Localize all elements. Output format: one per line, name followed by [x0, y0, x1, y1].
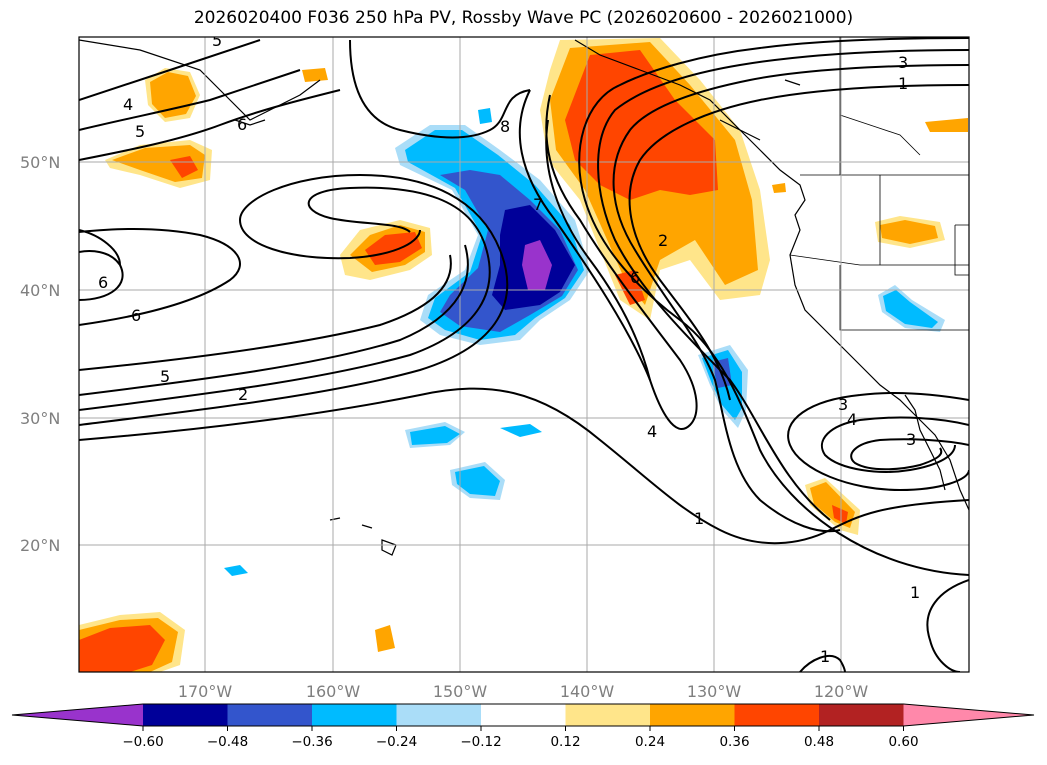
lat-label: 30°N [20, 409, 60, 428]
colorbar-tick-label: −0.36 [291, 734, 332, 750]
lat-label: 50°N [20, 153, 60, 172]
colorbar-segment [565, 704, 651, 726]
chart-title: 2026020400 F036 250 hPa PV, Rossby Wave … [193, 8, 854, 28]
colorbar-segment [734, 704, 820, 726]
colorbar-tick-label: −0.60 [122, 734, 163, 750]
colorbar-segment [396, 704, 482, 726]
colorbar-extension-high [903, 704, 1034, 726]
contour-label: 4 [647, 422, 657, 441]
contour-label: 5 [135, 122, 145, 141]
longitude-labels: 170°W 160°W 150°W 140°W 130°W 120°W [178, 682, 869, 701]
colorbar: −0.60 −0.48 −0.36 −0.24 −0.12 0.12 0.24 0.36 0.4… [11, 703, 1035, 750]
contour-label: 3 [906, 430, 916, 449]
contour-label: 2 [658, 231, 668, 250]
map-frame [78, 36, 970, 673]
asia-coast [79, 39, 321, 121]
political-borders [789, 37, 969, 331]
colorbar-tick-label: −0.24 [376, 734, 417, 750]
colorbar-tick-label: 0.24 [635, 734, 665, 750]
lat-label: 20°N [20, 536, 60, 555]
colorbar-segment [481, 704, 566, 726]
colorbar-segment [227, 704, 313, 726]
lon-label: 150°W [433, 682, 488, 701]
contour-label: 1 [820, 647, 830, 666]
colorbar-segment [650, 704, 735, 726]
colorbar-segment [312, 704, 397, 726]
colorbar-tick-label: −0.48 [207, 734, 248, 750]
contour-label: 6 [630, 268, 640, 287]
latitude-labels: 50°N 40°N 30°N 20°N [20, 153, 60, 555]
contour-label: 4 [123, 95, 133, 114]
colorbar-segment [143, 704, 228, 726]
colorbar-tick-label: 0.36 [719, 734, 749, 750]
lon-label: 170°W [178, 682, 233, 701]
contour-label: 1 [694, 509, 704, 528]
map-panel [79, 37, 969, 672]
contour-label: 8 [500, 117, 510, 136]
colorbar-extension-low [12, 704, 143, 726]
contour-label: 1 [910, 583, 920, 602]
contour-label: 5 [212, 31, 222, 50]
lon-label: 140°W [560, 682, 615, 701]
contour-label: 2 [238, 385, 248, 404]
contour-label: 3 [898, 53, 908, 72]
contour-label: 4 [847, 410, 857, 429]
colorbar-tick-label: −0.12 [460, 734, 501, 750]
contour-label: 6 [237, 115, 247, 134]
lon-label: 130°W [687, 682, 742, 701]
contour-label: 3 [838, 395, 848, 414]
contour-labels: 5 4 5 6 8 7 3 1 2 6 6 5 2 4 1 3 4 3 1 1 … [98, 31, 920, 666]
colorbar-tick-label: 0.12 [550, 734, 580, 750]
lon-label: 160°W [306, 682, 361, 701]
contour-label: 6 [98, 273, 108, 292]
lon-label: 120°W [814, 682, 869, 701]
colorbar-segment [819, 704, 904, 726]
contour-label: 1 [898, 74, 908, 93]
contour-label: 7 [533, 195, 543, 214]
contour-label: 5 [160, 367, 170, 386]
contour-label: 6 [131, 306, 141, 325]
lat-label: 40°N [20, 281, 60, 300]
pc-contours [79, 37, 969, 672]
colorbar-tick-label: 0.60 [888, 734, 918, 750]
colorbar-tick-label: 0.48 [804, 734, 834, 750]
